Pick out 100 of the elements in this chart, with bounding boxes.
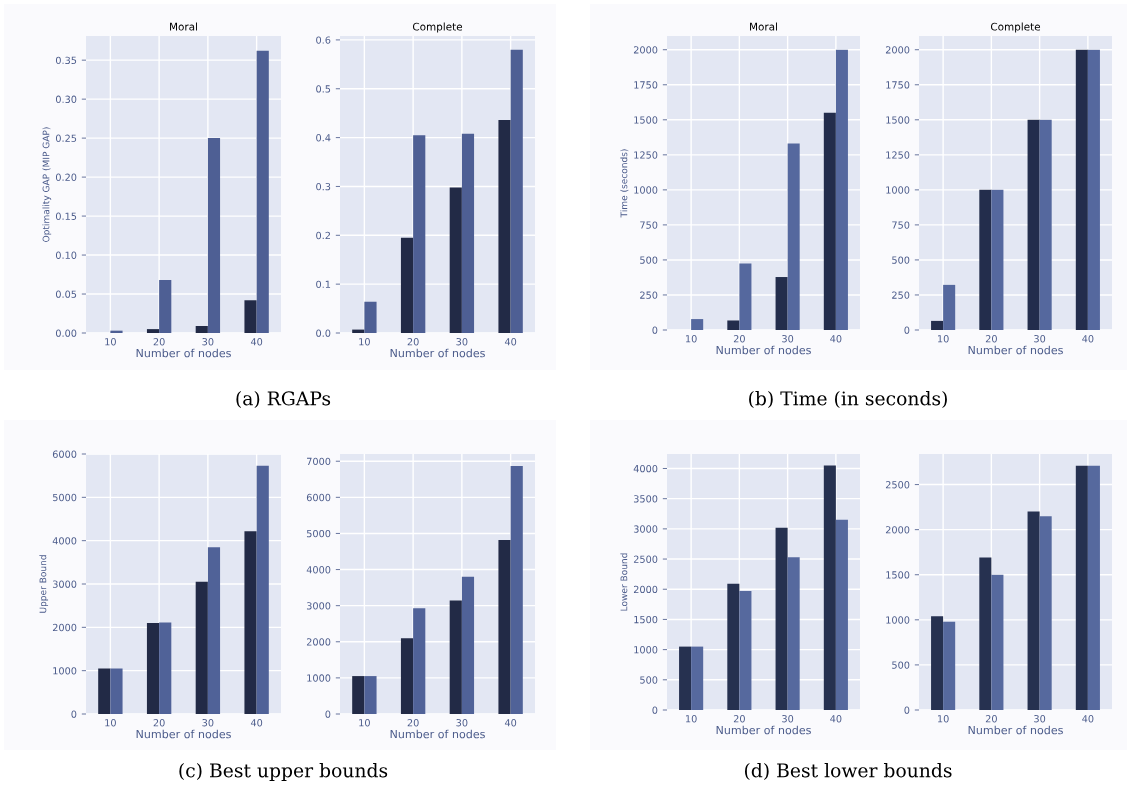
x-tick-label: 10 (938, 335, 949, 343)
y-tick-label: 2000 (885, 46, 910, 54)
bar (835, 49, 848, 330)
y-tick-label: 3000 (633, 525, 658, 533)
bar (449, 187, 462, 333)
y-tick-label: 4000 (633, 464, 658, 473)
y-tick-label: 0.1 (316, 280, 331, 288)
x-axis-title: Number of nodes (136, 348, 231, 358)
bar (979, 557, 992, 710)
bar (931, 320, 944, 330)
x-tick-label: 40 (830, 715, 842, 723)
y-axis-title: Optimality GAP (MIP GAP) (42, 127, 52, 242)
y-tick-label: 0 (71, 710, 77, 718)
y-tick-label: 0.6 (316, 36, 331, 44)
bar (1075, 49, 1088, 330)
x-tick-label: 30 (1034, 715, 1046, 723)
y-tick-label: 6000 (52, 450, 77, 458)
y-tick-label: 0 (652, 326, 658, 334)
bar (244, 531, 257, 714)
y-tick-label: 2000 (52, 623, 77, 632)
y-tick-label: 500 (892, 256, 910, 264)
x-tick-label: 30 (782, 335, 794, 343)
bar (207, 138, 221, 333)
x-tick-label: 10 (359, 719, 370, 727)
bar (991, 574, 1004, 710)
x-tick-label: 20 (153, 338, 165, 346)
bar (449, 600, 462, 714)
x-tick-label: 10 (359, 338, 370, 346)
bar (691, 646, 704, 710)
x-tick-label: 20 (733, 335, 745, 343)
bar (775, 527, 788, 710)
x-tick-label: 40 (504, 338, 517, 346)
y-tick-label: 1250 (634, 151, 658, 159)
bar (207, 547, 221, 714)
y-tick-label: 0.35 (55, 56, 77, 64)
bar (727, 583, 740, 710)
bar (787, 143, 800, 330)
bar (823, 112, 836, 330)
x-tick-label: 40 (1082, 335, 1094, 343)
x-tick-label: 40 (1082, 715, 1094, 723)
x-tick-label: 30 (456, 338, 468, 346)
y-tick-label: 5000 (306, 529, 331, 538)
x-tick-label: 40 (504, 719, 517, 727)
x-tick-label: 10 (686, 335, 697, 343)
bar (159, 279, 172, 333)
y-tick-label: 0 (904, 706, 910, 714)
y-tick-label: 0.05 (55, 290, 77, 298)
y-axis-title: Time (seconds) (620, 149, 629, 218)
y-tick-label: 4000 (52, 537, 77, 545)
text: (b) Time (in seconds) (749, 390, 947, 409)
y-tick-label: 1000 (307, 674, 331, 682)
y-tick-label: 0.5 (316, 85, 331, 93)
bar (991, 189, 1004, 330)
y-axis-title: Lower Bound (620, 553, 628, 611)
y-tick-label: 1000 (634, 186, 658, 194)
y-tick-label: 1250 (886, 151, 910, 159)
y-tick-label: 500 (892, 661, 910, 669)
bar (835, 519, 848, 710)
bar (679, 646, 692, 710)
y-tick-label: 2000 (306, 638, 331, 646)
y-tick-label: 1500 (886, 116, 910, 124)
x-tick-label: 20 (153, 719, 165, 727)
y-tick-label: 2500 (885, 481, 910, 489)
y-tick-label: 0.0 (316, 329, 331, 337)
x-tick-label: 20 (985, 335, 997, 343)
bar (413, 135, 426, 333)
y-tick-label: 4000 (306, 566, 331, 574)
y-tick-label: 250 (640, 291, 658, 299)
y-tick-label: 0.15 (55, 212, 77, 220)
y-tick-label: 1000 (886, 616, 910, 624)
y-tick-label: 1000 (634, 646, 658, 654)
x-axis-title: Number of nodes (136, 729, 231, 739)
bar (943, 284, 956, 330)
y-tick-label: 2000 (885, 526, 910, 534)
y-tick-label: 0.00 (55, 329, 77, 337)
y-tick-label: 0.2 (316, 231, 330, 240)
bar (195, 581, 208, 714)
x-axis-title: Number of nodes (968, 345, 1063, 355)
x-tick-label: 40 (250, 719, 263, 727)
bar (1087, 465, 1100, 710)
bar (256, 465, 269, 714)
x-axis-title: Number of nodes (968, 725, 1063, 735)
bar (461, 576, 475, 714)
x-tick-label: 30 (456, 719, 468, 727)
y-tick-label: 1750 (886, 81, 910, 89)
bar (352, 676, 365, 714)
bar (739, 263, 752, 330)
y-tick-label: 0 (904, 326, 910, 334)
x-tick-label: 30 (202, 338, 214, 346)
y-tick-label: 500 (640, 676, 658, 684)
chart-title: Complete (412, 22, 463, 33)
bar (979, 189, 992, 330)
y-tick-label: 3500 (633, 495, 658, 503)
text: (c) Best upper bounds (179, 762, 388, 782)
bar (1075, 465, 1088, 710)
bar (510, 49, 523, 333)
y-axis-title: Upper Bound (39, 555, 49, 613)
x-tick-label: 20 (733, 715, 745, 723)
x-tick-label: 10 (938, 715, 949, 723)
x-tick-label: 40 (250, 338, 263, 346)
